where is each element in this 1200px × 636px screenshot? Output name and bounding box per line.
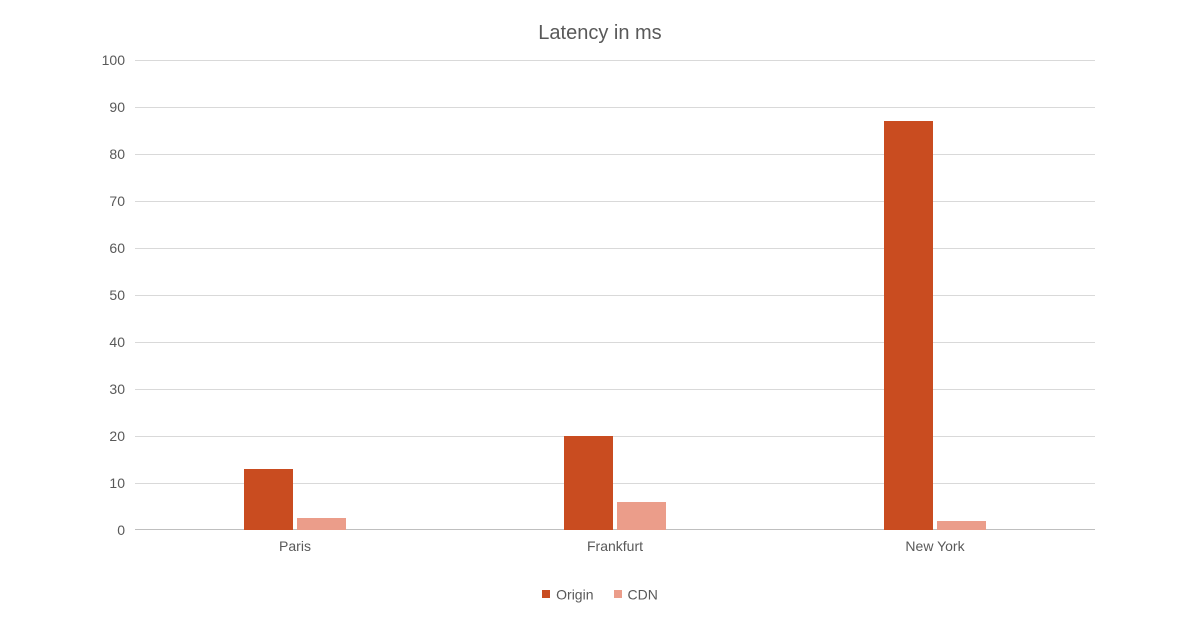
plot-area: 0102030405060708090100ParisFrankfurtNew … xyxy=(135,60,1095,530)
legend-label: CDN xyxy=(628,586,658,602)
legend-swatch xyxy=(614,590,622,598)
legend-item: CDN xyxy=(614,585,658,602)
chart-title: Latency in ms xyxy=(0,22,1200,45)
y-tick-label: 40 xyxy=(109,334,135,350)
y-tick-label: 100 xyxy=(102,52,135,68)
x-tick-label: New York xyxy=(775,530,1095,554)
bar xyxy=(244,469,294,530)
legend-label: Origin xyxy=(556,586,593,602)
category-group: New York xyxy=(775,60,1095,530)
bar xyxy=(937,521,987,530)
x-tick-label: Paris xyxy=(135,530,455,554)
category-group: Frankfurt xyxy=(455,60,775,530)
legend: Origin CDN xyxy=(0,585,1200,602)
y-tick-label: 70 xyxy=(109,193,135,209)
bar xyxy=(884,121,934,530)
bar xyxy=(297,518,347,530)
legend-swatch xyxy=(542,590,550,598)
y-tick-label: 50 xyxy=(109,287,135,303)
y-tick-label: 90 xyxy=(109,99,135,115)
y-tick-label: 10 xyxy=(109,475,135,491)
y-tick-label: 20 xyxy=(109,428,135,444)
y-tick-label: 80 xyxy=(109,146,135,162)
x-tick-label: Frankfurt xyxy=(455,530,775,554)
y-tick-label: 0 xyxy=(117,522,135,538)
y-tick-label: 60 xyxy=(109,240,135,256)
legend-item: Origin xyxy=(542,585,593,602)
y-tick-label: 30 xyxy=(109,381,135,397)
chart-canvas: Latency in ms 0102030405060708090100Pari… xyxy=(0,0,1200,636)
bar xyxy=(617,502,667,530)
bar xyxy=(564,436,614,530)
category-group: Paris xyxy=(135,60,455,530)
